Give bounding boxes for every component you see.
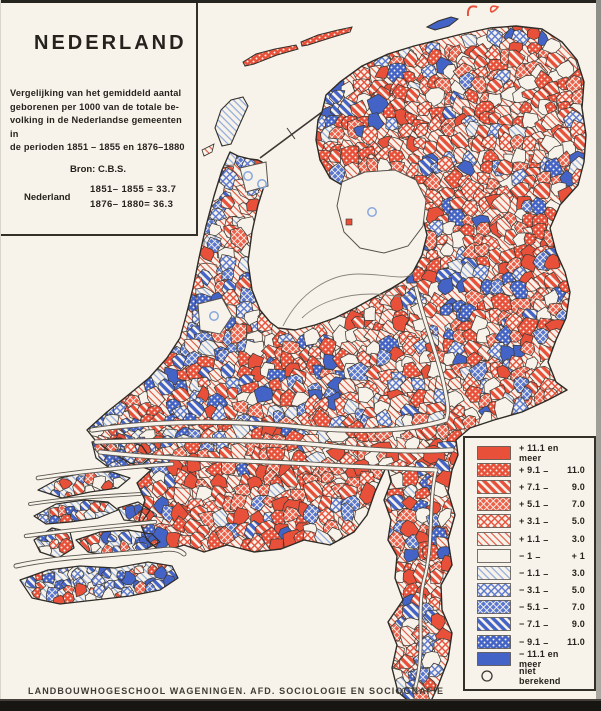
- legend-item: − 11.1 en meer: [477, 648, 594, 669]
- legend-label: − 5.1 – 7.0: [519, 602, 585, 614]
- legend-item: + 9.1 – 11.0: [477, 461, 594, 478]
- legend-item: − 5.1 – 7.0: [477, 599, 594, 616]
- source-note: Bron: C.B.S.: [70, 163, 126, 175]
- map-title: NEDERLAND: [34, 32, 187, 54]
- legend-label: − 3.1 – 5.0: [519, 585, 585, 597]
- legend-item: + 11.1 en meer: [477, 442, 594, 463]
- credit-line: LANDBOUWHOGESCHOOL WAGENINGEN. AFD. SOCI…: [28, 686, 445, 696]
- legend-swatch: [477, 634, 511, 649]
- legend-item: + 3.1 – 5.0: [477, 513, 594, 530]
- legend-label: − 11.1 en meer: [519, 648, 559, 669]
- legend-label: − 7.1 – 9.0: [519, 619, 585, 631]
- title-box: NEDERLAND Vergelijking van het gemiddeld…: [0, 0, 198, 236]
- legend-swatch: [477, 480, 511, 494]
- water-polders-overlays: [13, 5, 500, 690]
- frame-top: [0, 0, 601, 3]
- legend-swatch: [477, 617, 511, 632]
- legend-item: − 1 – + 1: [477, 547, 594, 564]
- map-description: Vergelijking van het gemiddeld aantal geb…: [10, 88, 185, 152]
- municipality-mosaic: [25, 26, 586, 704]
- legend-swatch: [477, 651, 511, 666]
- legend-box: + 11.1 en meer + 9.1 – 11.0 + 7.1 – 9.0 …: [463, 436, 596, 691]
- legend-label: − 1.1 – 3.0: [519, 567, 585, 579]
- legend-swatch: [477, 497, 511, 512]
- legend-swatch: [477, 462, 511, 477]
- legend-item: − 1.1 – 3.0: [477, 564, 594, 581]
- legend-swatch: [477, 445, 511, 460]
- legend-label: + 5.1 – 7.0: [519, 499, 585, 511]
- national-averages: Nederland 1851– 1855 = 33.7 1876– 1880= 3…: [10, 184, 186, 214]
- legend-swatch: [477, 583, 511, 597]
- legend-swatch: [477, 600, 511, 615]
- legend-label: − 9.1 – 11.0: [519, 636, 585, 648]
- frame-right: [596, 0, 601, 711]
- legend-item: niet berekend: [477, 666, 594, 687]
- legend-swatch: [477, 548, 511, 563]
- frame-bottom-bar: [0, 699, 601, 711]
- legend-swatch: [477, 514, 511, 529]
- legend-label: niet berekend: [519, 666, 561, 687]
- legend-swatch: [477, 566, 511, 580]
- legend-label: + 7.1 – 9.0: [519, 481, 585, 493]
- legend-item: − 3.1 – 5.0: [477, 582, 594, 599]
- legend-label: + 1.1 – 3.0: [519, 533, 585, 545]
- legend-label: + 9.1 – 11.0: [519, 464, 585, 476]
- legend-item: + 1.1 – 3.0: [477, 530, 594, 547]
- country-label: Nederland: [24, 191, 71, 203]
- legend-label: + 3.1 – 5.0: [519, 516, 585, 528]
- frame-left: [0, 0, 1, 711]
- legend-swatch: [477, 669, 511, 683]
- legend-item: − 9.1 – 11.0: [477, 633, 594, 650]
- legend-label: + 11.1 en meer: [519, 442, 559, 463]
- legend-label: − 1 – + 1: [519, 550, 585, 562]
- legend-item: − 7.1 – 9.0: [477, 616, 594, 633]
- coastline-outlines: [19, 25, 587, 705]
- legend-item: + 5.1 – 7.0: [477, 496, 594, 513]
- legend-item: + 7.1 – 9.0: [477, 478, 594, 495]
- average-values: 1851– 1855 = 33.7 1876– 1880= 36.3: [90, 183, 177, 210]
- legend-swatch: [477, 531, 511, 546]
